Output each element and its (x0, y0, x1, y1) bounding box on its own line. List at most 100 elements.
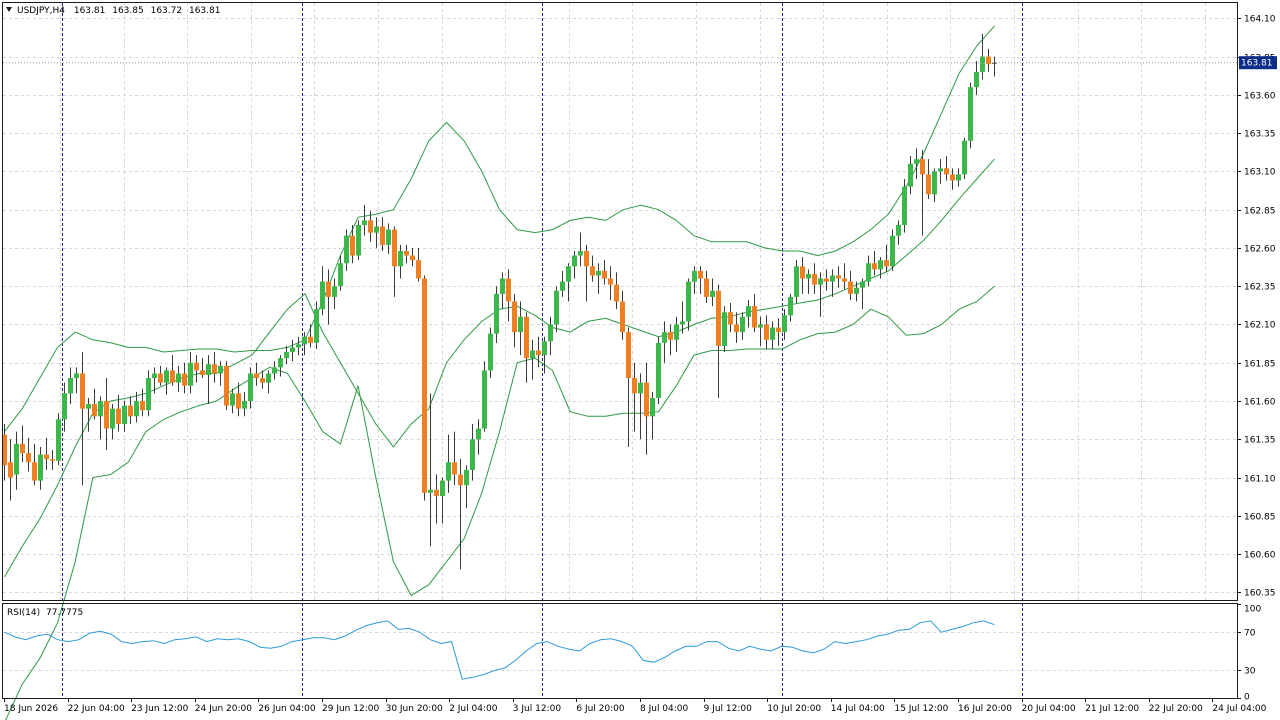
chart-header: USDJPY,H4 163.81 163.85 163.72 163.81 (6, 6, 220, 16)
candle (626, 327, 631, 447)
candle (962, 137, 967, 180)
candle-body (560, 281, 565, 291)
candle (302, 332, 307, 356)
candles (2, 33, 1237, 570)
candle-body (908, 163, 913, 187)
candle-body (710, 290, 715, 297)
candle (896, 220, 901, 245)
candle (68, 367, 73, 405)
candle (716, 284, 721, 398)
candle-body (980, 56, 985, 72)
candle (386, 223, 391, 255)
candle-body (680, 321, 685, 325)
candle-body (32, 462, 37, 481)
candle (938, 159, 943, 184)
candle-body (146, 378, 151, 411)
candle (134, 391, 139, 423)
candle (434, 474, 439, 524)
candle-body (236, 393, 241, 409)
candle (752, 293, 757, 333)
candle (542, 336, 547, 374)
candle (524, 312, 529, 383)
candle (674, 316, 679, 353)
candle (662, 321, 667, 363)
candle (482, 361, 487, 432)
time-tick-label: 24 Jun 20:00 (195, 704, 252, 714)
candle-body (836, 275, 841, 279)
price-tick-label: 162.60 (1244, 245, 1276, 255)
candle-body (296, 344, 301, 348)
candle (404, 244, 409, 264)
candle-body (176, 373, 181, 383)
candle-body (290, 347, 295, 353)
candle-body (272, 367, 277, 374)
candle (368, 211, 373, 242)
time-tick-label: 23 Jun 12:00 (131, 704, 188, 714)
candle (344, 229, 349, 271)
time-tick-label: 26 Jun 04:00 (258, 704, 315, 714)
candle-body (266, 373, 271, 383)
candle (278, 355, 283, 377)
candle (164, 367, 169, 395)
candle-body (374, 226, 379, 233)
candle-body (92, 404, 97, 417)
candle-body (572, 255, 577, 267)
candle (50, 449, 55, 470)
candle (890, 229, 895, 271)
price-tick-label: 161.60 (1244, 398, 1276, 408)
candle-body (632, 378, 637, 394)
candle (506, 269, 511, 322)
candle-body (308, 336, 313, 343)
candle (296, 336, 301, 356)
candle-body (326, 281, 331, 297)
time-tick-label: 8 Jul 04:00 (640, 704, 689, 714)
candle (956, 168, 961, 187)
candle-body (890, 235, 895, 267)
candle-body (128, 405, 133, 417)
candle (80, 352, 85, 486)
candle (698, 266, 703, 294)
candle-body (902, 186, 907, 225)
candle-body (80, 373, 85, 409)
rsi-panel (4, 620, 995, 680)
candle-body (590, 266, 595, 276)
candle-body (686, 281, 691, 322)
candle (848, 270, 853, 300)
candle (836, 266, 841, 288)
candle-body (392, 229, 397, 267)
candle (908, 156, 913, 195)
symbol-label: USDJPY,H4 (17, 6, 65, 16)
candle-body (668, 332, 673, 340)
candle-body (704, 278, 709, 297)
candle-body (794, 266, 799, 297)
candle-body (650, 397, 655, 417)
candle (206, 355, 211, 405)
candle (260, 370, 265, 389)
candle (548, 316, 553, 356)
time-tick-label: 30 Jun 20:00 (386, 704, 443, 714)
candle (788, 293, 793, 322)
candle-body (482, 370, 487, 429)
candle-body (674, 324, 679, 340)
candle-body (248, 373, 253, 401)
candle (992, 56, 997, 77)
candle-body (692, 270, 697, 282)
candle (572, 250, 577, 279)
candle (176, 365, 181, 392)
candle-body (344, 235, 349, 264)
time-tick-label: 3 Jul 12:00 (513, 704, 562, 714)
candle (476, 419, 481, 455)
price-tick-label: 161.10 (1244, 475, 1276, 485)
candle-body (974, 71, 979, 88)
bollinger-bands (4, 25, 995, 720)
candle (488, 327, 493, 379)
collapse-triangle-icon[interactable] (6, 7, 12, 12)
candle-body (122, 405, 127, 424)
candle-body (464, 469, 469, 486)
candle-body (542, 341, 547, 356)
candle (650, 391, 655, 440)
candle (806, 269, 811, 294)
candle (116, 394, 121, 432)
